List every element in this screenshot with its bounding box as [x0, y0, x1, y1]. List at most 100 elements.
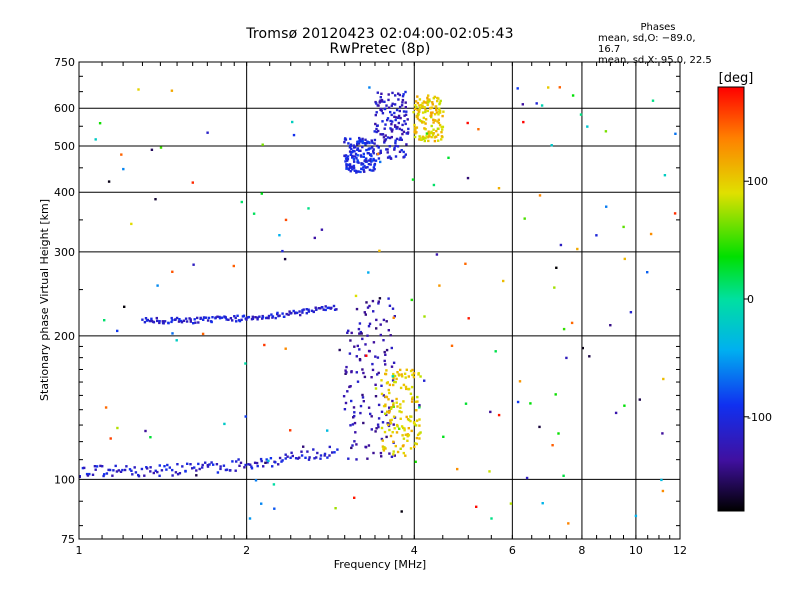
data-point: [378, 101, 381, 104]
data-point: [358, 348, 361, 351]
data-point: [107, 180, 111, 183]
data-point: [435, 129, 438, 133]
data-point: [367, 152, 370, 155]
data-point: [432, 118, 435, 121]
data-point: [371, 159, 374, 162]
data-point: [400, 138, 403, 141]
data-point: [208, 463, 211, 466]
data-point: [238, 319, 242, 323]
data-point: [286, 455, 289, 458]
data-point: [287, 313, 290, 316]
y-tick-label: 400: [54, 186, 75, 199]
data-point: [415, 105, 418, 109]
data-point: [401, 123, 404, 127]
data-point: [438, 123, 442, 127]
data-point: [385, 104, 388, 107]
data-point: [192, 263, 195, 266]
data-point: [156, 319, 159, 323]
data-point: [370, 376, 373, 379]
data-point: [416, 101, 420, 105]
data-point: [402, 426, 405, 430]
data-point: [355, 458, 358, 461]
data-point: [234, 316, 237, 320]
data-point: [375, 102, 378, 105]
data-point: [363, 311, 366, 314]
colorbar-tick-label: -100: [747, 411, 772, 424]
data-point: [427, 130, 430, 133]
data-point: [348, 150, 352, 153]
data-point: [343, 408, 347, 411]
data-point: [137, 88, 140, 91]
data-point: [405, 368, 408, 371]
data-point: [395, 137, 399, 141]
data-point: [210, 461, 213, 464]
data-point: [387, 297, 390, 300]
data-point: [266, 316, 269, 319]
data-point: [163, 465, 166, 468]
data-point: [365, 141, 369, 145]
data-point: [263, 343, 266, 347]
data-point: [197, 462, 200, 466]
data-point: [418, 135, 421, 138]
data-point: [379, 333, 382, 337]
data-point: [206, 464, 209, 467]
data-point: [148, 319, 152, 323]
data-point: [371, 141, 374, 144]
data-point: [323, 454, 326, 457]
data-point: [300, 454, 304, 457]
data-point: [353, 150, 356, 153]
data-point: [354, 294, 358, 298]
data-point: [244, 415, 247, 418]
data-point: [404, 90, 407, 94]
data-point: [374, 159, 378, 162]
data-point: [358, 332, 361, 335]
data-point: [370, 169, 373, 172]
data-point: [386, 148, 389, 151]
data-point: [184, 470, 187, 473]
data-point: [204, 316, 208, 319]
data-point: [269, 457, 273, 460]
data-point: [105, 472, 109, 475]
data-point: [348, 146, 352, 149]
data-point: [419, 375, 422, 378]
data-point: [191, 467, 194, 470]
data-point: [150, 319, 154, 323]
data-point: [314, 306, 317, 309]
data-point: [623, 257, 626, 261]
data-point: [389, 422, 393, 425]
data-point: [376, 144, 379, 148]
data-point: [281, 312, 284, 315]
data-point: [394, 141, 397, 145]
data-point: [384, 372, 387, 376]
x-tick-label: 4: [411, 544, 418, 557]
data-point: [327, 306, 331, 309]
data-point: [435, 111, 439, 114]
data-point: [401, 132, 404, 136]
data-point: [353, 160, 356, 163]
data-point: [380, 426, 384, 430]
data-point: [319, 454, 323, 457]
colorbar-tick-label: 0: [747, 293, 754, 306]
data-point: [550, 144, 553, 147]
data-point: [399, 136, 402, 140]
data-point: [316, 451, 319, 455]
data-point: [390, 406, 393, 409]
data-point: [315, 308, 318, 311]
data-point: [347, 329, 350, 332]
data-point: [387, 98, 390, 102]
data-point: [399, 447, 402, 450]
data-point: [374, 122, 377, 126]
data-point: [368, 322, 372, 325]
data-point: [354, 145, 357, 149]
data-point: [262, 465, 265, 468]
data-point: [411, 396, 414, 399]
data-point: [317, 307, 320, 310]
data-point: [424, 137, 427, 140]
data-point: [402, 400, 405, 403]
data-point: [189, 463, 192, 466]
data-point: [385, 320, 388, 323]
x-tick-label: 10: [629, 544, 643, 557]
data-point: [394, 380, 397, 384]
data-point: [177, 320, 181, 323]
data-point: [421, 121, 424, 124]
